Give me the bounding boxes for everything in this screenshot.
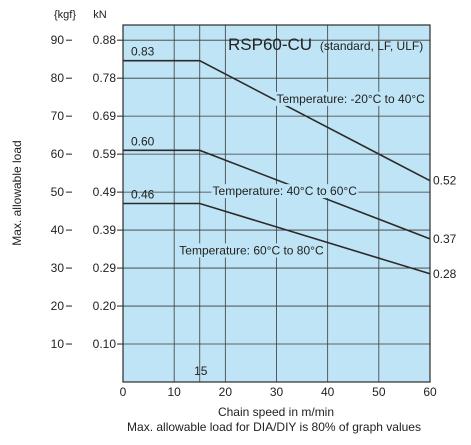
y-tick-label-kn: 0.10 (93, 337, 117, 351)
x-tick-label: 0 (120, 385, 127, 399)
x-tick-label: 50 (372, 385, 386, 399)
y-tick-label-kn: 0.59 (93, 147, 117, 161)
y-tick-label-kgf: 70 (51, 109, 65, 123)
series-end-label: 0.52 (433, 174, 457, 188)
y-tick-label-kgf: 40 (51, 223, 65, 237)
y-unit-kgf: {kgf} (54, 9, 76, 21)
plot-border (122, 24, 431, 383)
series-line (123, 149, 431, 240)
chart-subtitle: (standard, LF, ULF) (320, 39, 423, 53)
series-line (123, 202, 431, 275)
series-label-backing (275, 91, 427, 106)
series-end-label: 0.37 (433, 232, 457, 246)
series-name-label: Temperature: 60°C to 80°C (179, 243, 324, 257)
y-tick-label-kn: 0.29 (93, 261, 117, 275)
series-name-label: Temperature: 40°C to 60°C (213, 184, 358, 198)
y-tick-label-kn: 0.49 (93, 185, 117, 199)
y-unit-kn: kN (93, 9, 107, 21)
chart-title: RSP60-CU (standard, LF, ULF) (228, 35, 423, 54)
y-axis-label: Max. allowable load (10, 140, 24, 245)
x-axis-label: Chain speed in m/min (218, 405, 334, 419)
y-tick-label-kn: 0.20 (93, 299, 117, 313)
y-tick-label-kn: 0.78 (93, 71, 117, 85)
y-tick-label-kgf: 90 (51, 33, 65, 47)
x-tick-label: 10 (167, 385, 181, 399)
series-label-backing (178, 243, 325, 258)
series-2: 0.60 0.37 Temperature: 40°C to 60°C (123, 134, 457, 246)
x-marker-label: 15 (194, 364, 208, 378)
y-tick-label-kgf: 80 (51, 71, 65, 85)
x-tick-label: 30 (270, 385, 284, 399)
y-tick-label-kn: 0.39 (93, 223, 117, 237)
x-axis-ticks: 0 10 20 30 40 50 60 15 (120, 364, 437, 399)
x-tick-label: 20 (219, 385, 233, 399)
series-line (123, 59, 431, 182)
y-tick-label-kgf: 50 (51, 185, 65, 199)
y-axis-ticks: 10 0.10 20 0.20 30 0.29 40 0.39 50 0.49 60 0.59 70 0.… (51, 33, 123, 351)
footnote: Max. allowable load for DIA/DIY is 80% o… (127, 420, 421, 434)
series-name-label: Temperature: -20°C to 40°C (277, 92, 426, 106)
series-end-label: 0.28 (433, 267, 457, 281)
x-tick-label: 60 (423, 385, 437, 399)
chart-title-main: RSP60-CU (228, 35, 312, 54)
series-3: 0.46 0.28 Temperature: 60°C to 80°C (123, 188, 457, 281)
y-tick-label-kn: 0.69 (93, 109, 117, 123)
series-1: 0.83 0.52 Temperature: -20°C to 40°C (123, 45, 457, 188)
series-start-label: 0.83 (131, 45, 155, 59)
series-start-label: 0.46 (131, 188, 155, 202)
y-tick-label-kgf: 10 (51, 337, 65, 351)
series-label-backing (211, 184, 359, 199)
y-tick-label-kgf: 60 (51, 147, 65, 161)
y-tick-label-kn: 0.88 (93, 33, 117, 47)
x-tick-label: 40 (321, 385, 335, 399)
y-tick-label-kgf: 30 (51, 261, 65, 275)
series-start-label: 0.60 (131, 134, 155, 148)
y-tick-label-kgf: 20 (51, 299, 65, 313)
